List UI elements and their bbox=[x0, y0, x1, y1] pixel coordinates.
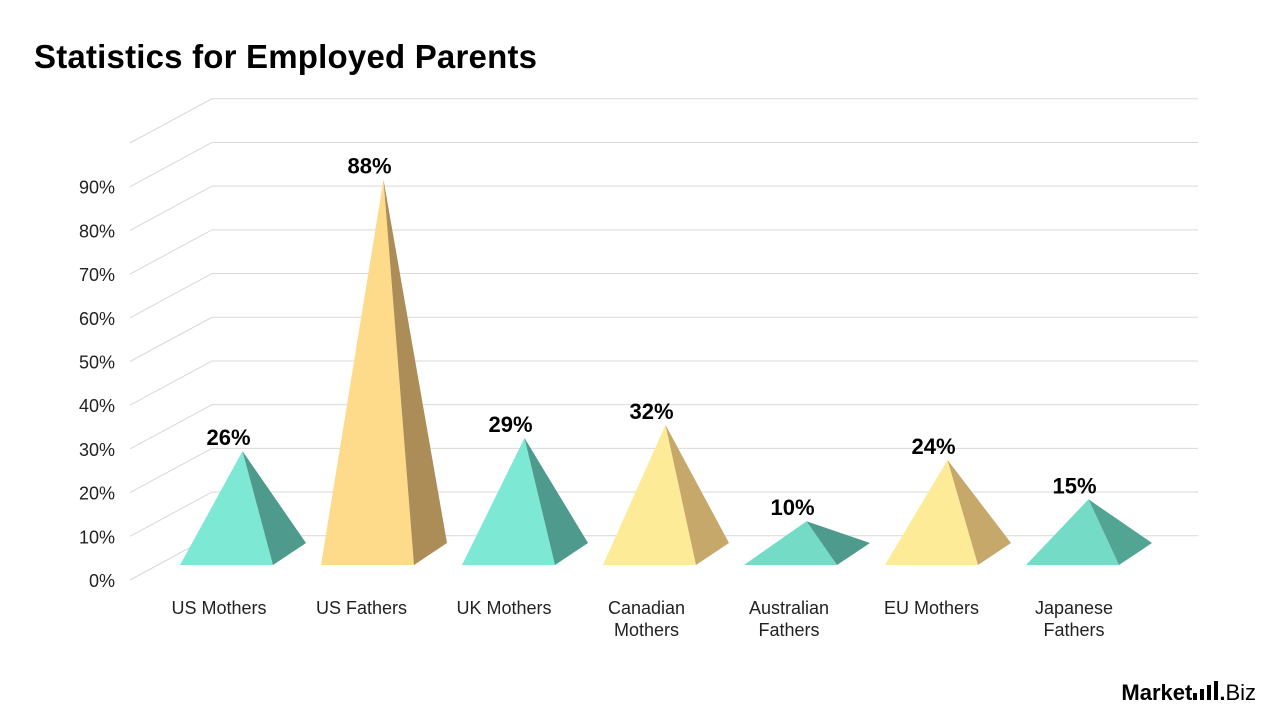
gridline-depth bbox=[129, 491, 213, 537]
y-tick-label: 20% bbox=[79, 484, 115, 504]
brand-logo: Market . Biz bbox=[1121, 680, 1256, 706]
y-tick-label: 60% bbox=[79, 309, 115, 329]
brand-suffix: Biz bbox=[1225, 680, 1256, 705]
data-label: 32% bbox=[629, 399, 673, 424]
category-label: US Fathers bbox=[316, 598, 407, 618]
y-tick-label: 80% bbox=[79, 221, 115, 241]
pyramid-side-face bbox=[1088, 499, 1152, 565]
pyramid-side-face bbox=[242, 451, 306, 565]
gridline-depth bbox=[129, 98, 213, 144]
pyramid-side-face bbox=[806, 521, 870, 565]
pyramid-2 bbox=[321, 179, 447, 565]
pyramid-front-face bbox=[1026, 499, 1119, 565]
x-axis-categories: US Mothers US Fathers UK Mothers CanadianMo… bbox=[171, 598, 1113, 640]
category-label: Fathers bbox=[1043, 620, 1104, 640]
category-label: EU Mothers bbox=[884, 598, 979, 618]
y-tick-label: 50% bbox=[79, 353, 115, 373]
data-label: 88% bbox=[347, 154, 391, 179]
category-label: UK Mothers bbox=[456, 598, 551, 618]
pyramid-4 bbox=[603, 424, 729, 565]
pyramid-front-face bbox=[180, 451, 273, 565]
data-label: 26% bbox=[206, 425, 250, 450]
y-axis-ticks: 0% 10% 20% 30% 40% 50% 60% 70% 80% 90% bbox=[79, 178, 115, 591]
y-tick-label: 0% bbox=[89, 571, 115, 591]
chart-title: Statistics for Employed Parents bbox=[34, 38, 538, 75]
gridline-depth bbox=[129, 142, 213, 188]
pyramid-side-face bbox=[383, 179, 447, 565]
category-label: Fathers bbox=[758, 620, 819, 640]
y-tick-label: 70% bbox=[79, 265, 115, 285]
pyramid-front-face bbox=[462, 437, 555, 565]
pyramid-side-face bbox=[665, 424, 729, 565]
gridline-depth bbox=[129, 447, 213, 494]
pyramid-front-face bbox=[885, 459, 978, 565]
pyramid-front-face bbox=[744, 521, 837, 565]
gridline-depth bbox=[129, 404, 213, 450]
gridline-depth bbox=[129, 316, 213, 362]
data-label: 15% bbox=[1052, 473, 1096, 498]
data-label: 24% bbox=[911, 434, 955, 459]
brand-name: Market bbox=[1121, 680, 1193, 705]
category-label: Canadian bbox=[608, 598, 685, 618]
y-tick-label: 40% bbox=[79, 396, 115, 416]
y-tick-label: 90% bbox=[79, 178, 115, 198]
pyramid-5 bbox=[744, 521, 870, 565]
category-label: Japanese bbox=[1035, 598, 1113, 618]
category-label: Mothers bbox=[614, 620, 679, 640]
pyramid-6 bbox=[885, 459, 1011, 565]
category-label: Australian bbox=[749, 598, 829, 618]
gridline-depth bbox=[129, 360, 213, 406]
data-label: 10% bbox=[770, 495, 814, 520]
bars-icon bbox=[1193, 681, 1219, 700]
gridline-depth bbox=[129, 273, 213, 319]
category-label: US Mothers bbox=[171, 598, 266, 618]
pyramid-7 bbox=[1026, 499, 1152, 565]
data-label: 29% bbox=[488, 412, 532, 437]
pyramid-side-face bbox=[947, 459, 1011, 565]
pyramid-3 bbox=[462, 437, 588, 565]
pyramid-front-face bbox=[603, 424, 696, 565]
brand-separator: . bbox=[1219, 680, 1226, 705]
y-tick-label: 10% bbox=[79, 527, 115, 547]
y-tick-label: 30% bbox=[79, 440, 115, 460]
pyramid-side-face bbox=[524, 437, 588, 565]
pyramid-front-face bbox=[321, 179, 414, 565]
data-labels: 26% 88% 29% 32% 10% 24% 15% bbox=[206, 154, 1096, 521]
pyramid-1 bbox=[180, 451, 306, 565]
gridline-depth bbox=[129, 229, 213, 275]
gridline-depth bbox=[129, 185, 213, 231]
data-marks bbox=[180, 179, 1152, 565]
